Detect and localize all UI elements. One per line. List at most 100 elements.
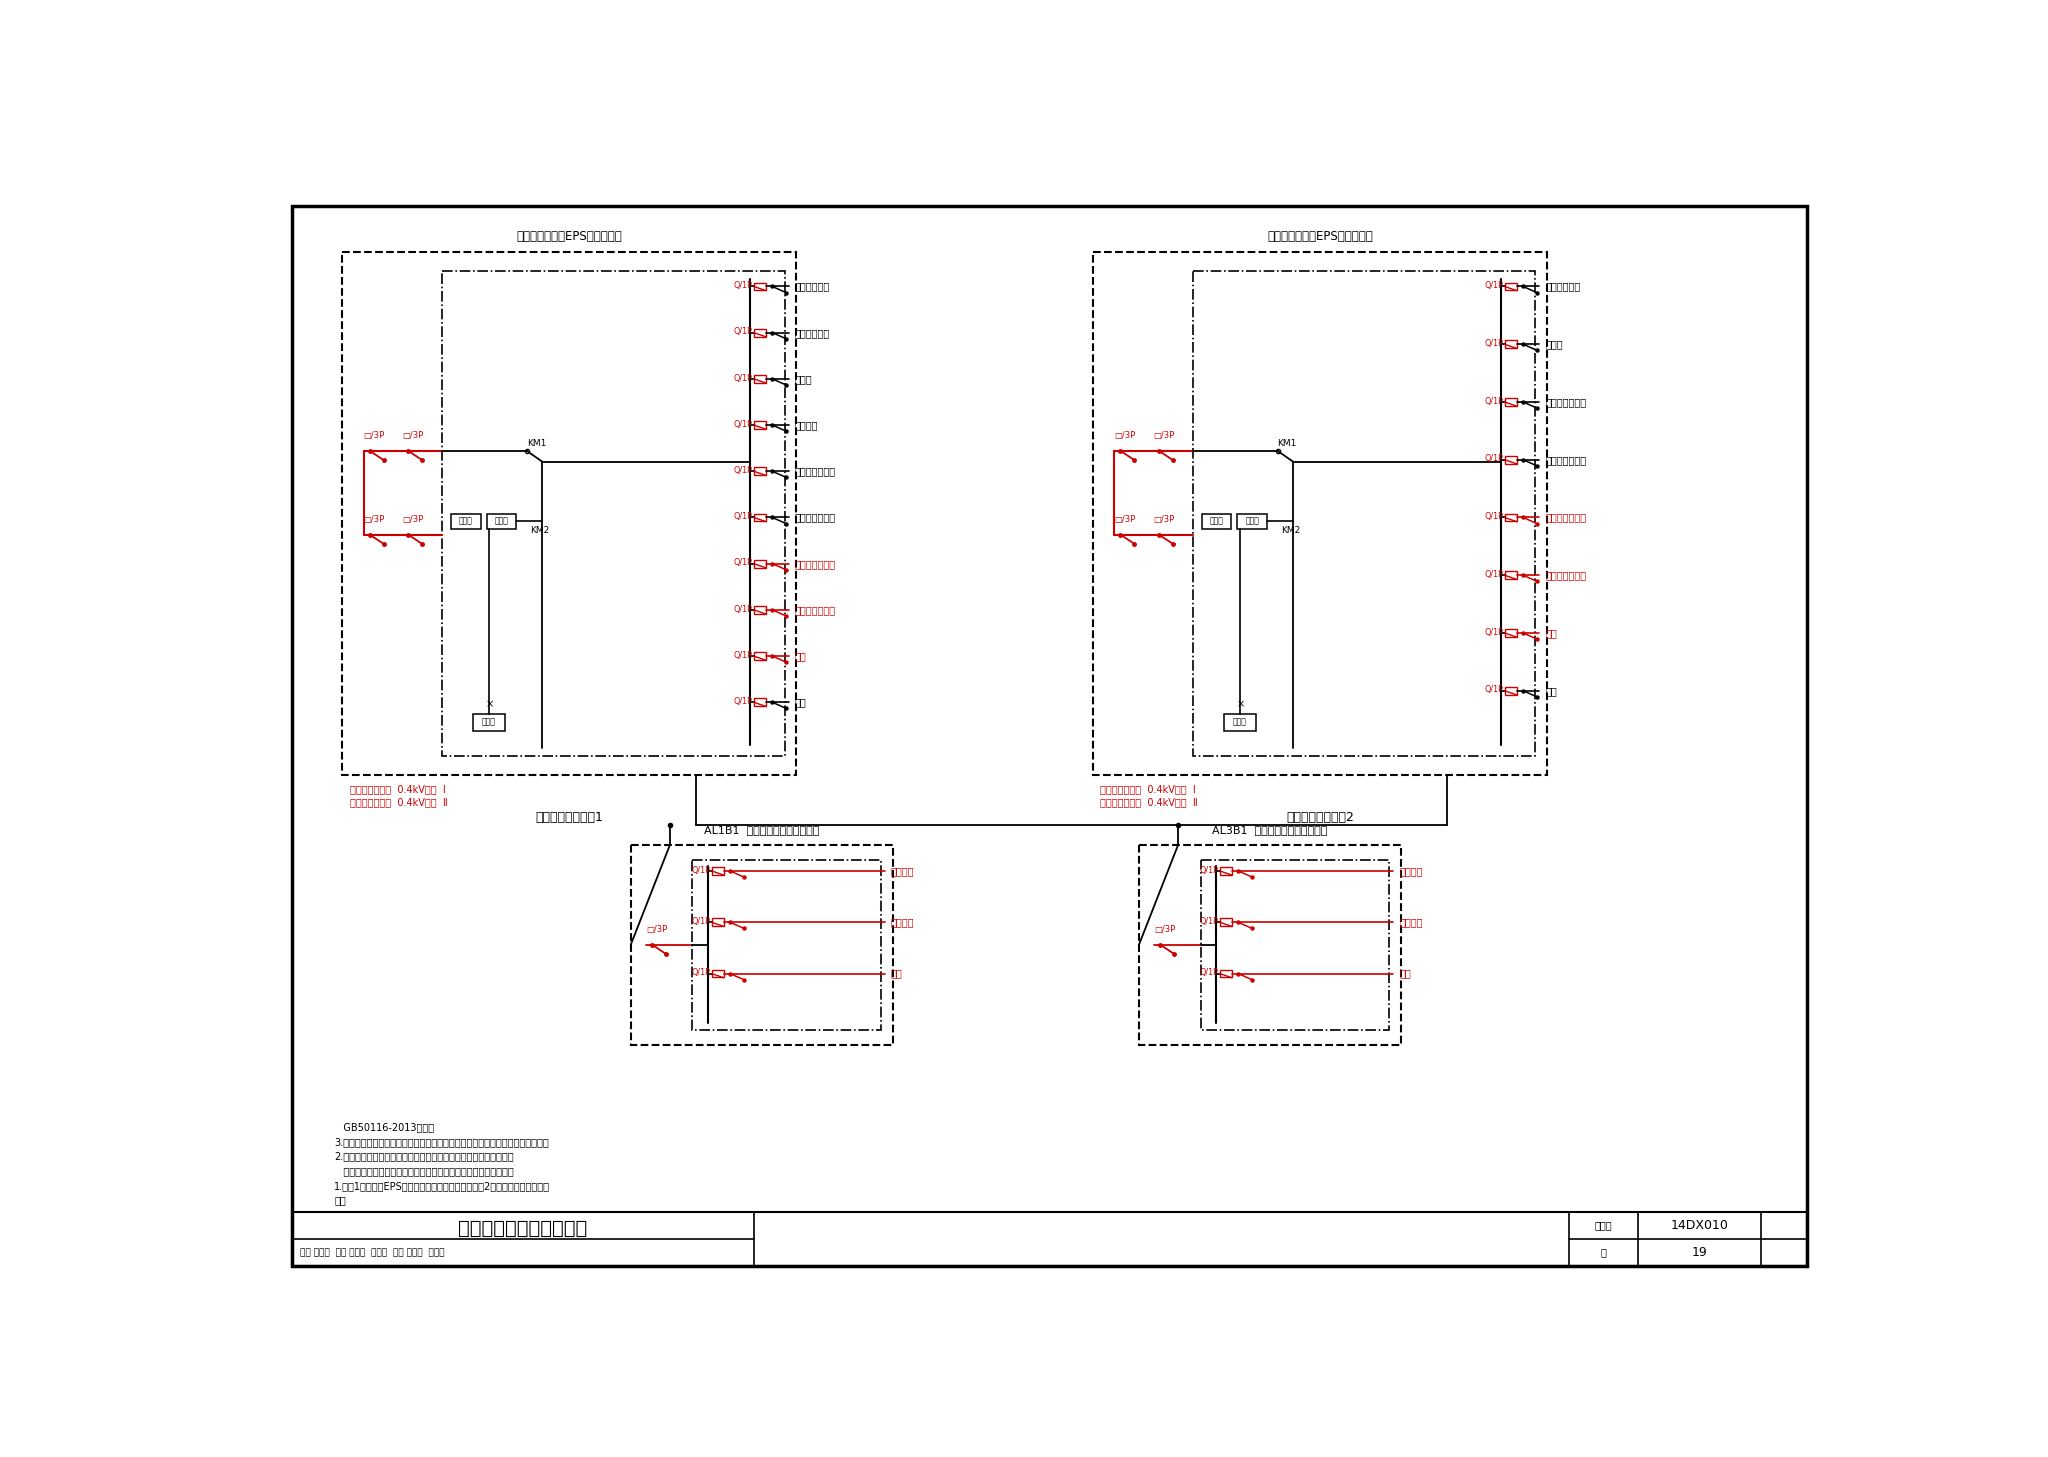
- Text: □/3P: □/3P: [401, 431, 424, 440]
- Text: Q/1P: Q/1P: [733, 696, 752, 707]
- Text: □/3P: □/3P: [401, 514, 424, 525]
- Bar: [711, 970, 723, 978]
- Bar: [711, 918, 723, 927]
- Text: 引自降压变电所  0.4kV母线  Ⅱ: 引自降压变电所 0.4kV母线 Ⅱ: [1100, 797, 1198, 807]
- Text: 站厅层疏散标识: 站厅层疏散标识: [1546, 396, 1587, 407]
- Text: Q/1P: Q/1P: [1485, 628, 1503, 637]
- Bar: [711, 867, 723, 874]
- Text: Q/1P: Q/1P: [733, 373, 752, 383]
- Bar: [754, 514, 766, 522]
- Text: 注：: 注：: [334, 1196, 346, 1205]
- Text: Q/1P: Q/1P: [1485, 513, 1503, 522]
- Text: Q/1P: Q/1P: [1485, 281, 1503, 290]
- Bar: [754, 329, 766, 337]
- Text: 附属区疏散标识: 附属区疏散标识: [1546, 455, 1587, 465]
- Text: 车站左（右）端EPS应急电源柜: 车站左（右）端EPS应急电源柜: [1268, 230, 1372, 243]
- Text: 备用: 备用: [795, 698, 807, 707]
- Text: □/3P: □/3P: [1114, 431, 1135, 440]
- Text: 应急照明: 应急照明: [891, 918, 915, 927]
- Bar: [754, 283, 766, 290]
- Text: Q/1P: Q/1P: [690, 916, 711, 927]
- Text: KM2: KM2: [530, 526, 549, 535]
- Text: 站厅层附属用房: 站厅层附属用房: [1546, 513, 1587, 523]
- Text: 逆变器: 逆变器: [494, 517, 508, 526]
- Text: 充电器: 充电器: [459, 517, 473, 526]
- Text: 应急照明配电系统示意图: 应急照明配电系统示意图: [459, 1218, 588, 1237]
- Text: KM1: KM1: [1278, 439, 1296, 447]
- Text: 逆变器: 逆变器: [1245, 517, 1260, 526]
- Bar: [1094, 252, 1546, 775]
- Text: Q/1P: Q/1P: [733, 651, 752, 660]
- Text: 车站应急照明方案2: 车站应急照明方案2: [1286, 812, 1354, 825]
- Text: 明配电室就近处设置应急照明配电箱，为照明回路提供应急电源。: 明配电室就近处设置应急照明配电箱，为照明回路提供应急电源。: [334, 1166, 514, 1176]
- Text: 应急照明: 应急照明: [1399, 865, 1423, 876]
- Bar: [473, 714, 506, 731]
- Text: Q/1P: Q/1P: [733, 420, 752, 428]
- Text: 2.为便设计，图中未标注量定值，具体量定值以实际工程计算为准。: 2.为便设计，图中未标注量定值，具体量定值以实际工程计算为准。: [334, 1151, 514, 1161]
- Bar: [1505, 456, 1518, 463]
- Text: 备用: 备用: [1546, 628, 1556, 638]
- Bar: [754, 468, 766, 475]
- Bar: [442, 271, 784, 756]
- Text: 页: 页: [1599, 1247, 1606, 1257]
- Bar: [1505, 686, 1518, 695]
- Text: 14DX010: 14DX010: [1671, 1220, 1729, 1233]
- Text: GB50116-2013执行。: GB50116-2013执行。: [334, 1122, 434, 1132]
- Bar: [1221, 867, 1233, 874]
- Text: 车站左（右）端EPS应急电源柜: 车站左（右）端EPS应急电源柜: [516, 230, 623, 243]
- Bar: [754, 606, 766, 613]
- Bar: [631, 845, 893, 1045]
- Bar: [1200, 860, 1389, 1030]
- Bar: [1221, 918, 1233, 927]
- Text: Q/1P: Q/1P: [733, 466, 752, 475]
- Text: 备用: 备用: [795, 651, 807, 661]
- Text: □/3P: □/3P: [645, 925, 668, 934]
- Text: 附属区疏散标识: 附属区疏散标识: [795, 513, 836, 523]
- Text: 出入口: 出入口: [795, 374, 813, 383]
- Text: Q/1P: Q/1P: [733, 558, 752, 567]
- Bar: [754, 374, 766, 383]
- Text: 车站应急照明方案1: 车站应急照明方案1: [535, 812, 602, 825]
- Text: 引自降压变电所  0.4kV母线  Ⅱ: 引自降压变电所 0.4kV母线 Ⅱ: [350, 797, 446, 807]
- Text: □/3P: □/3P: [1153, 431, 1174, 440]
- Text: Q/1P: Q/1P: [1485, 339, 1503, 348]
- Bar: [754, 653, 766, 660]
- Text: □/3P: □/3P: [365, 431, 385, 440]
- Text: 图集号: 图集号: [1595, 1221, 1612, 1231]
- Text: 电池组: 电池组: [481, 718, 496, 727]
- Bar: [754, 698, 766, 707]
- Text: Q/1P: Q/1P: [1485, 685, 1503, 695]
- Text: 站厅层附属用房: 站厅层附属用房: [1546, 570, 1587, 580]
- Text: Q/1P: Q/1P: [690, 865, 711, 874]
- Text: Q/1P: Q/1P: [733, 513, 752, 522]
- Text: 应急照明: 应急照明: [891, 865, 915, 876]
- Bar: [1237, 514, 1268, 529]
- Text: 站台层公共区: 站台层公共区: [795, 328, 829, 338]
- Bar: [1505, 283, 1518, 290]
- Text: Q/1P: Q/1P: [690, 969, 711, 978]
- Text: 备用: 备用: [1399, 969, 1411, 979]
- Bar: [754, 421, 766, 428]
- Text: AL3B1  风道照明应急照明配电箱: AL3B1 风道照明应急照明配电箱: [1212, 826, 1327, 835]
- Text: 站厅层公共区: 站厅层公共区: [795, 281, 829, 291]
- Text: Q/1P: Q/1P: [1200, 865, 1219, 874]
- Text: 电池组: 电池组: [1233, 718, 1247, 727]
- Bar: [754, 559, 766, 568]
- Text: Q/1P: Q/1P: [733, 605, 752, 613]
- Text: 19: 19: [1692, 1246, 1708, 1259]
- Bar: [1139, 845, 1401, 1045]
- Bar: [451, 514, 481, 529]
- Text: 站台层公共区: 站台层公共区: [1546, 281, 1581, 291]
- Text: □/3P: □/3P: [1114, 514, 1135, 525]
- Text: ×: ×: [1237, 699, 1245, 710]
- Bar: [1192, 271, 1536, 756]
- Text: 充电器: 充电器: [1210, 517, 1223, 526]
- Text: Q/1P: Q/1P: [1200, 916, 1219, 927]
- Text: AL1B1  附属用房应急照明配电箱: AL1B1 附属用房应急照明配电箱: [705, 826, 819, 835]
- Bar: [342, 252, 797, 775]
- Bar: [692, 860, 881, 1030]
- Bar: [1505, 629, 1518, 637]
- Text: 引自降压变电所  0.4kV母线  Ⅰ: 引自降压变电所 0.4kV母线 Ⅰ: [1100, 784, 1196, 794]
- Text: 备用: 备用: [891, 969, 903, 979]
- Text: 站厅层疏散标识: 站厅层疏散标识: [795, 466, 836, 476]
